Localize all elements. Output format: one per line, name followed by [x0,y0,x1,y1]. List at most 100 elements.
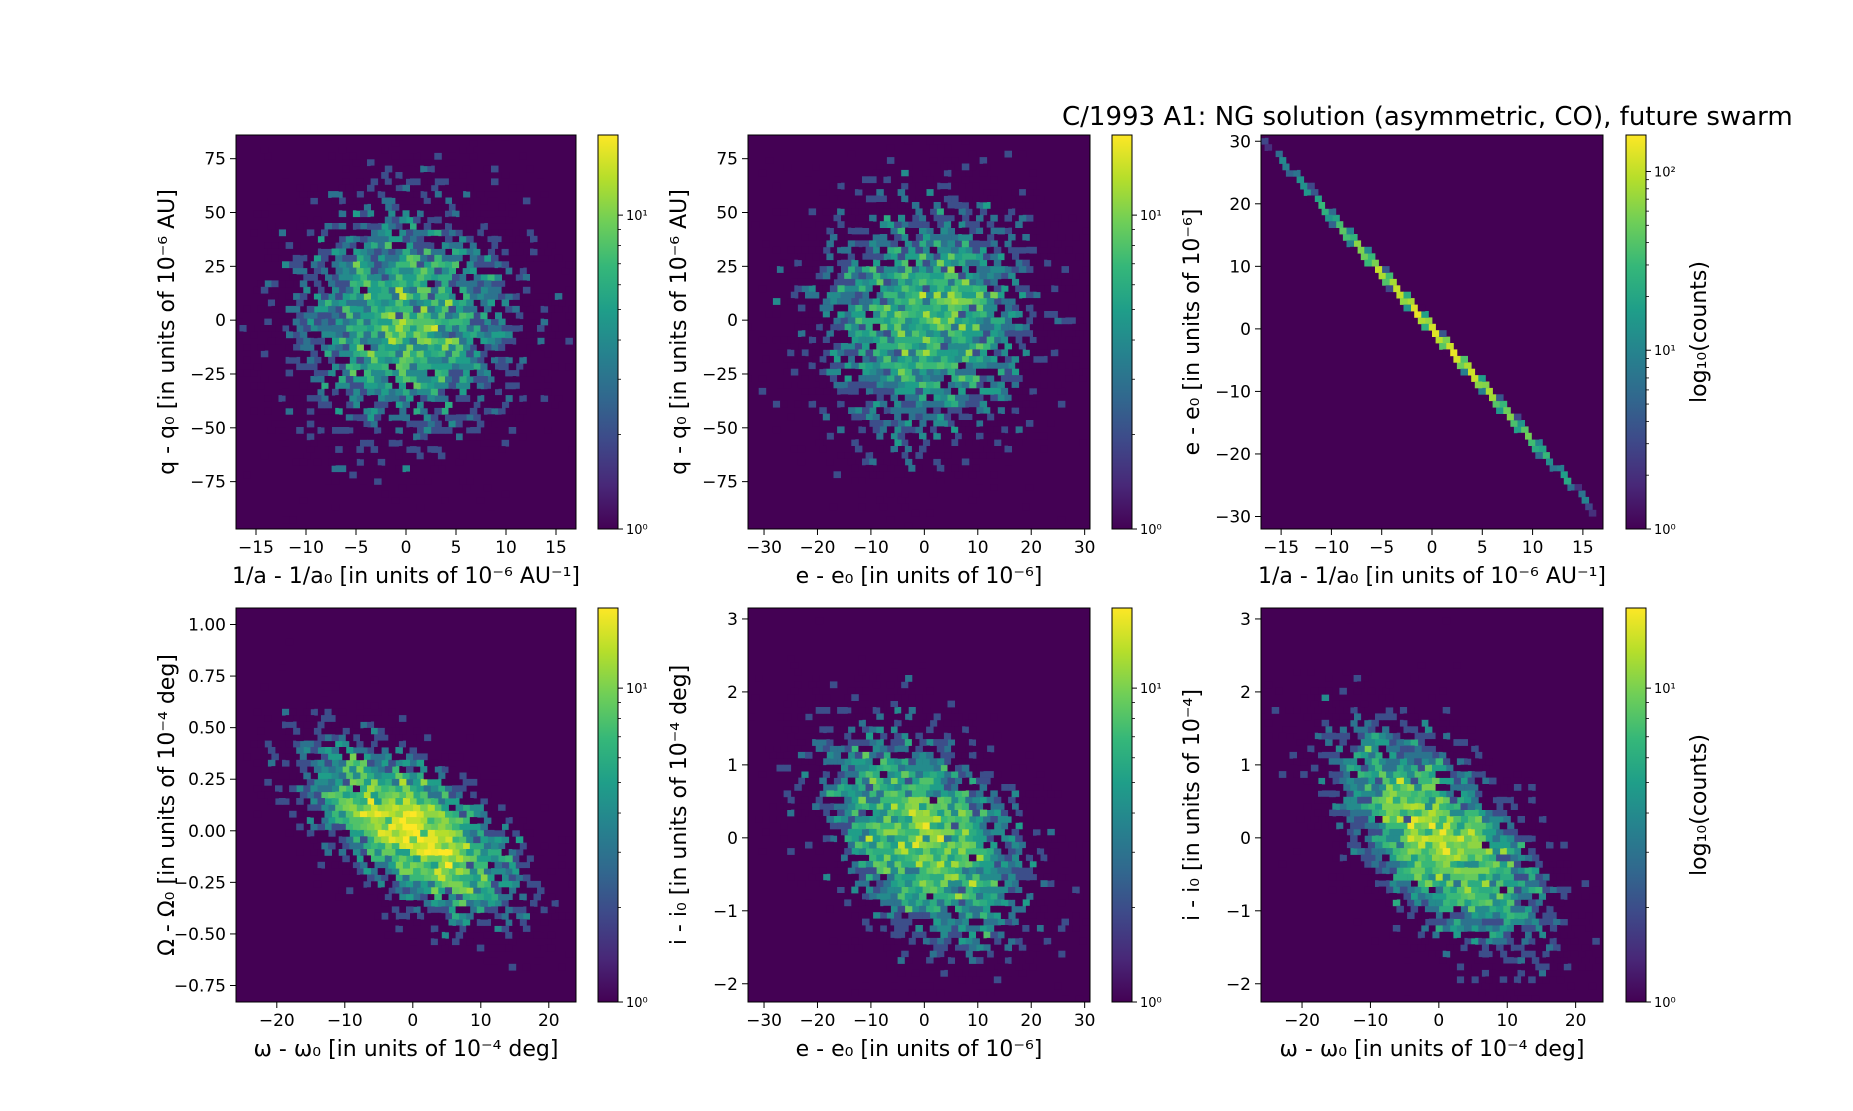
hexbin-cell [1075,854,1084,862]
hexbin-cell [1585,503,1593,511]
hexbin-cell [897,330,906,337]
hexbin-cell [794,246,802,254]
hexbin-cell [324,683,332,691]
hexbin-cell [1015,822,1023,830]
hexbin-cell [997,253,1005,261]
hexbin-cell [983,445,991,453]
hexbin-cell [1018,803,1027,810]
hexbin-cell [409,261,417,269]
hexbin-cell [979,809,988,817]
hexbin-cell [391,880,400,888]
hexbin-cell [1054,278,1062,286]
hexbin-cell [391,344,400,351]
hexbin-cell [1022,950,1030,958]
hexbin-cell [501,363,510,371]
hexbin-cell [313,254,322,262]
hexbin-cell [1350,246,1358,254]
hexbin-cell [993,886,1002,894]
hexbin-cell [915,439,923,446]
hexbin-cell [858,311,866,318]
hexbin-cell [933,368,941,376]
hexbin-cell [940,867,948,875]
hexbin-cell [922,796,931,804]
hexbin-cell [993,860,1002,868]
hexbin-cell [349,318,357,326]
hexbin-cell [840,240,849,248]
hexbin-cell [1015,349,1023,357]
hexbin-cell [986,272,995,280]
hexbin-cell [299,753,308,761]
hexbin-cell [356,203,364,211]
hexbin-cell [947,355,955,363]
hexbin-cell [1022,285,1030,293]
hexbin-cell [483,817,492,824]
hexbin-cell [1503,407,1511,414]
hexbin-cell [526,931,534,939]
hexbin-cell [544,427,552,434]
hexbin-cell [420,766,428,773]
hexbin-cell [384,165,393,173]
hexbin-cell [915,400,923,408]
hexbin-cell [929,912,938,919]
hexbin-cell [901,503,909,511]
hexbin-cell [894,246,902,254]
hexbin-cell [299,191,308,198]
hexbin-cell [844,387,852,395]
hexbin-cell [342,817,350,824]
hexbin-cell [459,452,467,460]
hexbin-cell [423,414,432,422]
hexbin-cell [1485,387,1493,395]
hexbin-cell [303,286,311,294]
hexbin-cell [904,330,913,337]
hexbin-cell [1004,944,1012,952]
hexbin-cell [1015,323,1023,331]
hexbin-cell [904,957,913,964]
hexbin-cell [805,854,813,862]
hexbin-cell [890,458,898,466]
hexbin-cell [1033,432,1041,440]
hexbin-cell [437,938,446,946]
hexbin-cell [445,427,453,434]
hexbin-cell [363,446,371,453]
hexbin-cell [395,900,403,907]
hexbin-cell [840,803,849,810]
hexbin-cell [565,312,573,320]
hexbin-cell [317,823,325,831]
hexbin-cell [926,394,934,402]
hexbin-cell [805,777,813,785]
hexbin-cell [505,293,513,300]
hexbin-cell [908,809,916,817]
hexbin-cell [869,266,877,273]
hexbin-cell [858,208,866,216]
hexbin-cell [356,178,364,186]
hexbin-cell [876,368,884,376]
hexbin-cell [968,407,977,414]
hexbin-cell [338,401,347,409]
hexbin-cell [815,822,824,830]
hexbin-cell [1061,343,1069,350]
hexbin-cell [908,439,916,446]
hexbin-cell [876,764,884,772]
hexbin-cell [473,414,481,422]
hexbin-cell [958,899,966,907]
hexbin-cell [455,395,464,402]
hexbin-cell [363,382,371,390]
hexbin-cell [968,214,977,222]
hexbin-cell [313,305,322,313]
hexbin-cell [851,477,859,485]
hexbin-cell [360,325,368,332]
hexbin-cell [430,274,439,281]
hexbin-cell [491,919,499,926]
hexbin-cell [515,823,524,831]
hexbin-cell [951,208,959,216]
hexbin-cell [1004,278,1012,286]
hexbin-cell [289,721,297,729]
hexbin-cell [954,918,963,926]
hexbin-cell [434,791,442,799]
hexbin-cell [381,490,389,498]
hexbin-cell [537,325,545,332]
hexbin-cell [303,299,311,307]
hexbin-cell [409,350,417,358]
hexbin-cell [819,240,827,248]
hexbin-cell [1040,445,1048,453]
